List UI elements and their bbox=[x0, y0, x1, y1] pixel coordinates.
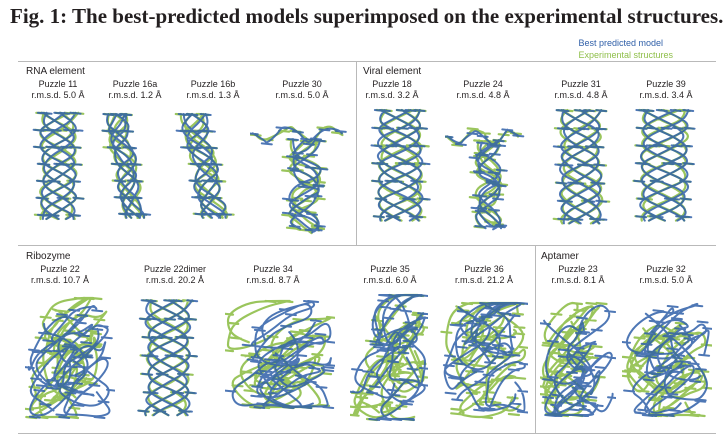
puzzle-name: Puzzle 31 bbox=[561, 79, 601, 89]
viral-divider bbox=[356, 62, 357, 245]
puzzle-name: Puzzle 16b bbox=[190, 79, 236, 89]
puzzle-rmsd: r.m.s.d. 6.0 Å bbox=[363, 275, 417, 285]
puzzle-label: Puzzle 22dimer r.m.s.d. 20.2 Å bbox=[135, 264, 215, 286]
structure-image bbox=[350, 292, 428, 422]
structure-image bbox=[25, 295, 115, 420]
rna-ribbon-drawing bbox=[174, 112, 235, 219]
structure-image bbox=[440, 300, 528, 420]
rna-ribbon-drawing bbox=[622, 302, 712, 418]
puzzle-name: Puzzle 23 bbox=[558, 264, 598, 274]
section-label-aptamer: Aptamer bbox=[541, 251, 579, 262]
puzzle-name: Puzzle 18 bbox=[372, 79, 412, 89]
rna-ribbon-drawing bbox=[137, 299, 199, 417]
puzzle-rmsd: r.m.s.d. 4.8 Å bbox=[456, 90, 510, 100]
puzzle-rmsd: r.m.s.d. 8.7 Å bbox=[246, 275, 300, 285]
structure-image bbox=[622, 300, 712, 418]
puzzle-name: Puzzle 32 bbox=[646, 264, 686, 274]
puzzle-rmsd: r.m.s.d. 10.7 Å bbox=[30, 275, 90, 285]
puzzle-label: Puzzle 16b r.m.s.d. 1.3 Å bbox=[180, 79, 246, 101]
puzzle-label: Puzzle 23 r.m.s.d. 8.1 Å bbox=[545, 264, 611, 286]
puzzle-rmsd: r.m.s.d. 3.4 Å bbox=[639, 90, 693, 100]
rna-ribbon-drawing bbox=[370, 108, 431, 222]
puzzle-label: Puzzle 18 r.m.s.d. 3.2 Å bbox=[359, 79, 425, 101]
rna-ribbon-drawing bbox=[445, 127, 525, 231]
puzzle-label: Puzzle 11 r.m.s.d. 5.0 Å bbox=[25, 79, 91, 101]
puzzle-name: Puzzle 36 bbox=[464, 264, 504, 274]
rna-ribbon-drawing bbox=[32, 111, 85, 221]
puzzle-rmsd: r.m.s.d. 8.1 Å bbox=[551, 275, 605, 285]
bottom-panel-border bbox=[18, 433, 716, 434]
puzzle-label: Puzzle 31 r.m.s.d. 4.8 Å bbox=[548, 79, 614, 101]
structure-image bbox=[225, 298, 335, 410]
rna-ribbon-drawing bbox=[250, 125, 347, 235]
structure-image bbox=[30, 108, 86, 228]
puzzle-label: Puzzle 35 r.m.s.d. 6.0 Å bbox=[357, 264, 423, 286]
rna-ribbon-drawing bbox=[101, 112, 152, 219]
puzzle-rmsd: r.m.s.d. 5.0 Å bbox=[639, 275, 693, 285]
puzzle-rmsd: r.m.s.d. 20.2 Å bbox=[145, 275, 205, 285]
structure-image bbox=[172, 108, 242, 228]
structure-image bbox=[133, 295, 203, 425]
structure-image bbox=[445, 112, 525, 234]
structure-image bbox=[548, 105, 614, 233]
puzzle-name: Puzzle 22dimer bbox=[143, 264, 207, 274]
puzzle-name: Puzzle 30 bbox=[282, 79, 322, 89]
puzzle-name: Puzzle 22 bbox=[40, 264, 80, 274]
puzzle-name: Puzzle 35 bbox=[370, 264, 410, 274]
rna-ribbon-drawing bbox=[552, 109, 611, 225]
puzzle-label: Puzzle 36 r.m.s.d. 21.2 Å bbox=[449, 264, 519, 286]
puzzle-label: Puzzle 16a r.m.s.d. 1.2 Å bbox=[102, 79, 168, 101]
legend-best-predicted: Best predicted model bbox=[578, 38, 663, 48]
rna-ribbon-drawing bbox=[225, 299, 335, 410]
structure-image bbox=[365, 105, 435, 230]
puzzle-name: Puzzle 39 bbox=[646, 79, 686, 89]
structure-image bbox=[250, 108, 350, 238]
puzzle-label: Puzzle 22 r.m.s.d. 10.7 Å bbox=[25, 264, 95, 286]
legend: Best predicted model Experimental struct… bbox=[578, 37, 673, 61]
puzzle-label: Puzzle 39 r.m.s.d. 3.4 Å bbox=[633, 79, 699, 101]
puzzle-label: Puzzle 30 r.m.s.d. 5.0 Å bbox=[269, 79, 335, 101]
puzzle-rmsd: r.m.s.d. 1.2 Å bbox=[108, 90, 162, 100]
structure-image bbox=[98, 108, 158, 228]
puzzle-rmsd: r.m.s.d. 4.8 Å bbox=[554, 90, 608, 100]
puzzle-rmsd: r.m.s.d. 3.2 Å bbox=[365, 90, 419, 100]
puzzle-rmsd: r.m.s.d. 5.0 Å bbox=[31, 90, 85, 100]
puzzle-name: Puzzle 24 bbox=[463, 79, 503, 89]
top-panel-border bbox=[18, 61, 716, 62]
structure-image bbox=[626, 105, 702, 230]
section-label-viral: Viral element bbox=[363, 66, 422, 77]
puzzle-name: Puzzle 11 bbox=[38, 79, 78, 89]
rna-ribbon-drawing bbox=[25, 296, 115, 420]
puzzle-label: Puzzle 24 r.m.s.d. 4.8 Å bbox=[450, 79, 516, 101]
legend-experimental: Experimental structures bbox=[578, 50, 673, 60]
rna-ribbon-drawing bbox=[440, 301, 528, 420]
mid-panel-border bbox=[18, 245, 716, 246]
section-label-ribozyme: Ribozyme bbox=[26, 251, 71, 262]
puzzle-rmsd: r.m.s.d. 1.3 Å bbox=[186, 90, 240, 100]
puzzle-label: Puzzle 32 r.m.s.d. 5.0 Å bbox=[633, 264, 699, 286]
puzzle-name: Puzzle 34 bbox=[253, 264, 293, 274]
puzzle-name: Puzzle 16a bbox=[112, 79, 158, 89]
puzzle-rmsd: r.m.s.d. 5.0 Å bbox=[275, 90, 329, 100]
figure-title: Fig. 1: The best-predicted models superi… bbox=[10, 4, 724, 28]
structure-image bbox=[540, 300, 616, 418]
aptamer-divider bbox=[535, 245, 536, 434]
rna-ribbon-drawing bbox=[540, 301, 616, 418]
puzzle-label: Puzzle 34 r.m.s.d. 8.7 Å bbox=[240, 264, 306, 286]
section-label-rna: RNA element bbox=[26, 66, 85, 77]
puzzle-rmsd: r.m.s.d. 21.2 Å bbox=[454, 275, 514, 285]
rna-ribbon-drawing bbox=[350, 293, 428, 422]
rna-ribbon-drawing bbox=[632, 108, 696, 222]
